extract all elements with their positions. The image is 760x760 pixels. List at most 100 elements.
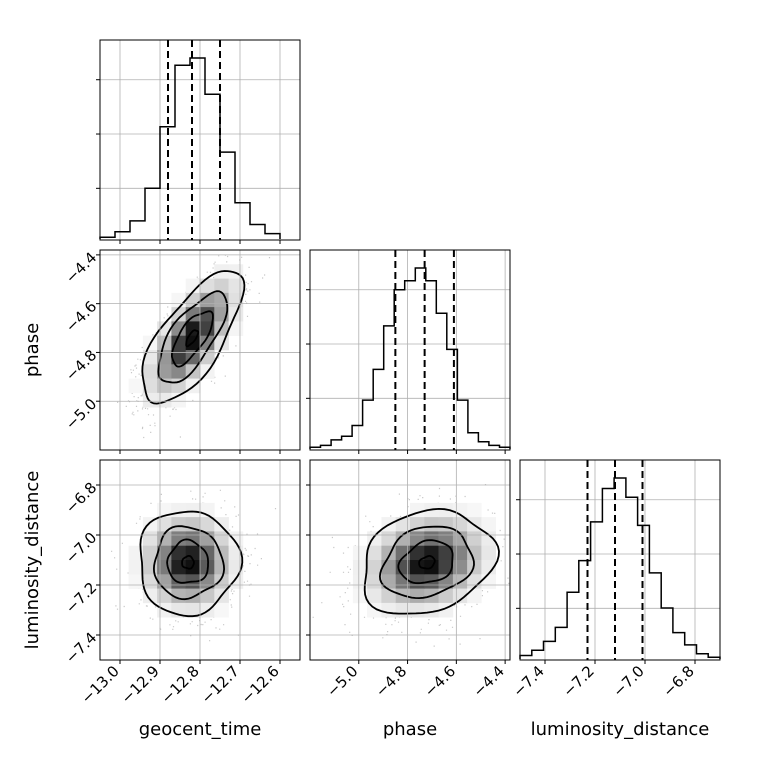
density-cell: [424, 545, 439, 561]
density-cell: [438, 588, 454, 604]
density-cell: [367, 545, 382, 561]
density-cell: [157, 588, 172, 604]
density-cell: [128, 560, 144, 575]
density-cell: [395, 602, 411, 618]
y-tick-label: −4.6: [62, 297, 100, 335]
density-cell: [438, 517, 454, 532]
y-tick-label: −7.4: [62, 629, 100, 667]
density-cell: [214, 517, 229, 532]
histogram-luminosity_distance: [519, 460, 721, 660]
pair-panel-geocent_time-phase: [117, 254, 271, 439]
density-cell: [352, 588, 368, 604]
density-cell: [128, 545, 144, 561]
density-cell: [200, 350, 215, 365]
density-cell: [381, 531, 396, 546]
density-cell: [185, 350, 201, 365]
contour-line: [378, 525, 475, 600]
density-cell: [395, 517, 411, 532]
density-cell: [381, 602, 396, 618]
contour-line: [166, 538, 210, 584]
x-tick-label: −5.0: [323, 662, 361, 700]
contour-line: [152, 525, 226, 601]
x-axis-label: phase: [383, 719, 437, 740]
density-cell: [367, 588, 382, 604]
density-cell: [395, 545, 411, 561]
y-tick-label: −4.8: [62, 346, 100, 384]
density-cell: [185, 321, 201, 336]
density-cell: [142, 531, 158, 546]
histogram-phase: [309, 250, 511, 450]
y-axis-label: phase: [22, 323, 43, 377]
marks-layer: [99, 40, 721, 660]
contour-line: [397, 539, 454, 585]
histogram-geocent_time: [99, 40, 281, 240]
density-cell: [452, 560, 468, 575]
density-cell: [171, 517, 186, 532]
density-cell: [214, 560, 229, 575]
density-cell: [200, 588, 215, 604]
y-tick-label: −7.0: [62, 529, 100, 567]
contour-line: [181, 555, 195, 570]
density-cell: [200, 517, 215, 532]
density-cell: [171, 335, 186, 351]
density-cell: [185, 292, 201, 308]
density-cell: [424, 517, 439, 532]
density-cell: [142, 392, 158, 408]
density-cell: [410, 560, 425, 575]
panel-frame: [309, 459, 511, 661]
density-cell: [410, 545, 425, 561]
density-cell: [467, 502, 482, 518]
density-cell: [438, 545, 454, 561]
density-cell: [228, 321, 244, 336]
y-tick-label: −5.0: [62, 395, 100, 433]
density-cell: [185, 602, 201, 618]
pair-panel-geocent_time-luminosity_distance: [111, 489, 277, 642]
y-tick-label: −4.4: [62, 249, 100, 287]
density-cell: [171, 292, 186, 308]
y-tick-label: −7.2: [62, 579, 100, 617]
density-cell: [481, 560, 496, 575]
density-cell: [481, 517, 496, 532]
density-cell: [157, 517, 172, 532]
x-tick-label: −12.9: [118, 662, 163, 707]
density-cell: [452, 545, 468, 561]
density-cell: [367, 602, 382, 618]
density-cell: [352, 545, 368, 561]
frames-layer: [96, 39, 721, 664]
x-tick-label: −12.6: [238, 662, 283, 707]
density-cell: [410, 602, 425, 618]
density-cell: [157, 502, 172, 518]
density-cell: [142, 588, 158, 604]
density-cell: [481, 574, 496, 589]
x-tick-label: −7.0: [609, 662, 647, 700]
density-cell: [367, 560, 382, 575]
density-cell: [185, 588, 201, 604]
density-cell: [467, 545, 482, 561]
x-tick-label: −7.4: [509, 662, 547, 700]
x-tick-label: −7.2: [559, 662, 597, 700]
x-axis-label: luminosity_distance: [531, 719, 710, 740]
density-cell: [200, 278, 215, 294]
contour-line: [157, 290, 229, 384]
contour-line: [363, 507, 500, 615]
contour-line: [418, 555, 436, 570]
density-cell: [467, 531, 482, 546]
density-cell: [424, 602, 439, 618]
density-cell: [171, 502, 186, 518]
density-cell: [467, 588, 482, 604]
histogram-step-line: [99, 57, 281, 239]
contour-line: [139, 510, 244, 618]
density-cell: [171, 321, 186, 336]
histogram-step-line: [519, 477, 721, 659]
density-cell: [228, 574, 244, 589]
density-cell: [171, 545, 186, 561]
y-axis-label: luminosity_distance: [22, 471, 43, 650]
panel-frame: [309, 249, 511, 451]
density-cell: [381, 588, 396, 604]
density-cell: [142, 545, 158, 561]
density-cell: [142, 364, 158, 379]
grid-layer: [100, 40, 720, 660]
pair-panel-phase-luminosity_distance: [312, 484, 510, 647]
density-cell: [438, 560, 454, 575]
x-tick-label: −6.8: [659, 662, 697, 700]
